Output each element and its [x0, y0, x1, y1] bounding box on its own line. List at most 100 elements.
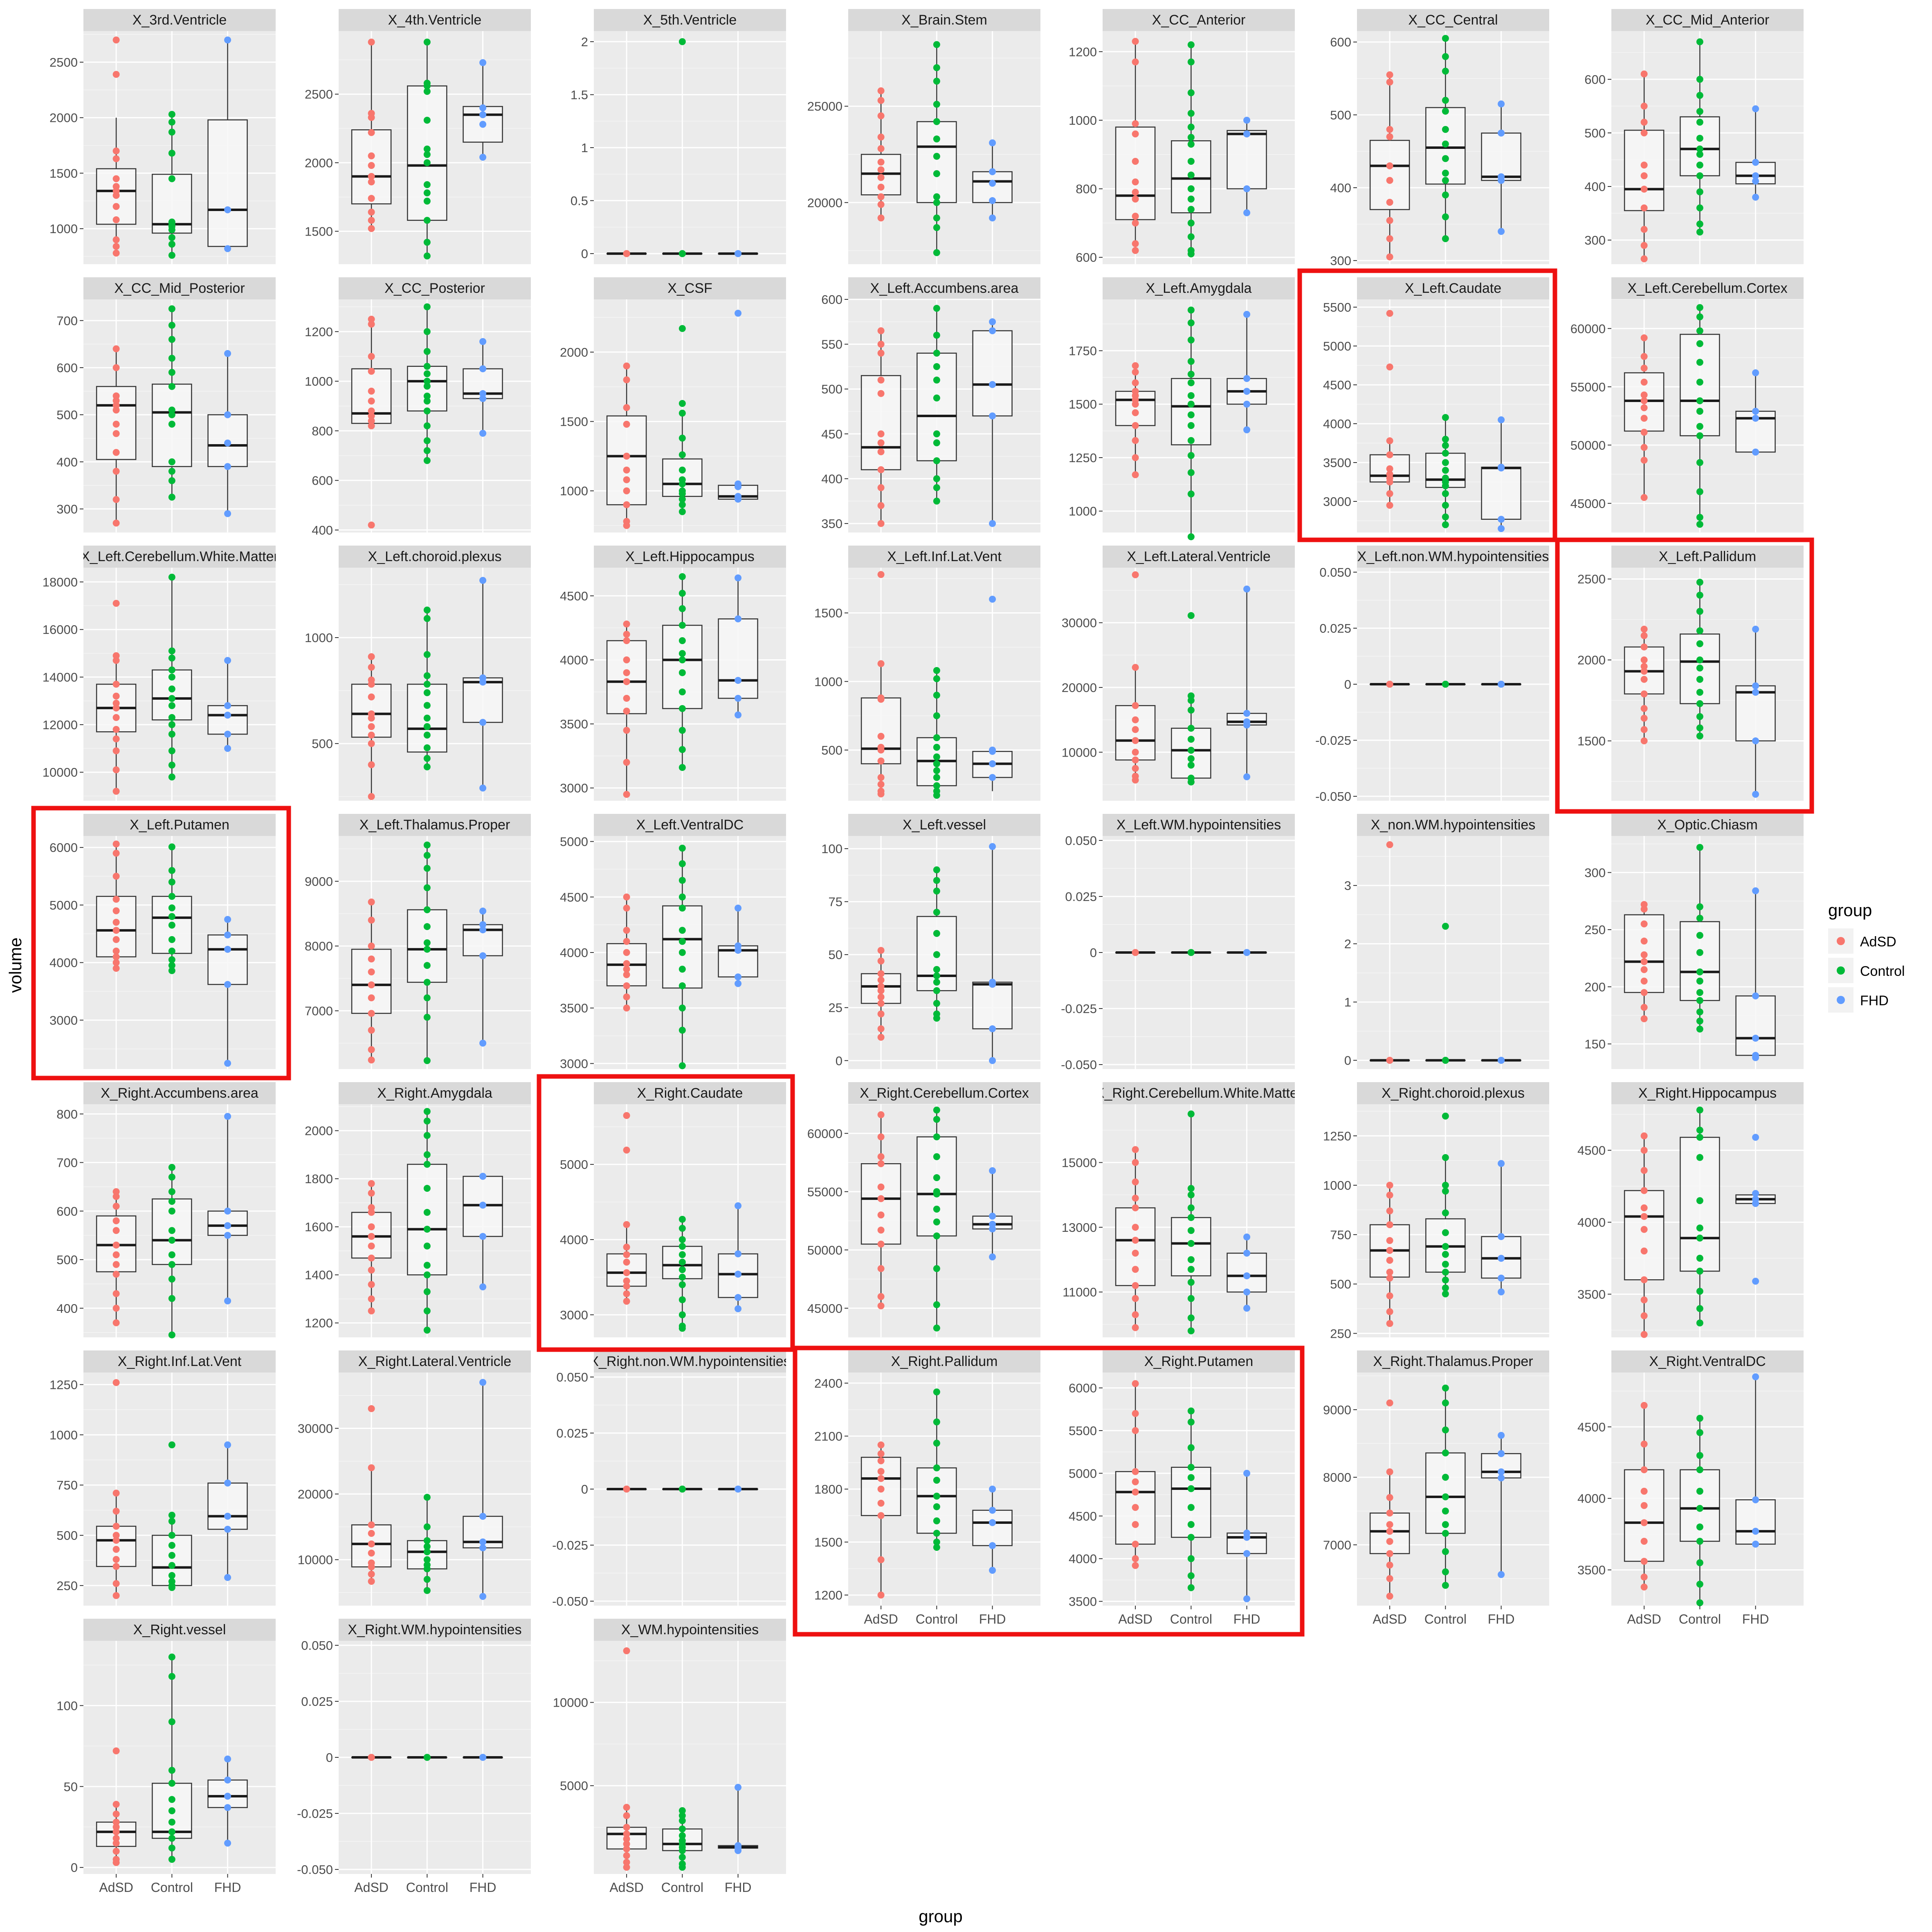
data-point-control: [933, 1517, 940, 1525]
data-point-control: [423, 457, 431, 464]
data-point-adsd: [112, 959, 120, 966]
data-point-adsd: [368, 1307, 375, 1314]
data-point-fhd: [224, 510, 231, 517]
data-point-adsd: [877, 327, 885, 335]
data-point-control: [933, 692, 940, 699]
data-point-control: [1187, 747, 1195, 754]
box-adsd: [860, 1114, 901, 1306]
data-point-control: [933, 101, 940, 108]
data-point-control: [1696, 732, 1703, 740]
data-point-fhd: [1498, 1274, 1505, 1282]
data-point-adsd: [1132, 471, 1139, 479]
data-point-fhd: [1752, 1278, 1759, 1285]
box-fhd: [972, 321, 1013, 524]
data-point-control: [678, 1251, 686, 1258]
facet-strip: [1103, 814, 1295, 836]
data-point-adsd: [112, 519, 120, 527]
facet-panel: X_Left.Pallidum 1500 2000 2500: [1577, 546, 1804, 801]
y-tick-label: -0.025: [297, 1806, 333, 1821]
data-point-adsd: [1640, 676, 1648, 683]
data-point-control: [423, 1057, 431, 1064]
y-tick-label: 4500: [560, 890, 588, 904]
y-tick-label: 55000: [1570, 380, 1606, 394]
iqr-box: [207, 1483, 248, 1530]
data-point-control: [678, 1817, 686, 1824]
y-tick-label: 600: [1330, 35, 1351, 49]
data-point-fhd: [1498, 516, 1505, 523]
data-point-adsd: [368, 1540, 375, 1548]
y-tick-label: 2000: [560, 345, 588, 359]
data-point-adsd: [877, 781, 885, 788]
data-point-control: [678, 1243, 686, 1250]
data-point-fhd: [224, 1207, 231, 1215]
data-point-control: [1696, 228, 1703, 236]
data-point-control: [678, 1864, 686, 1871]
data-point-control: [678, 451, 686, 458]
y-tick-label: 4000: [560, 653, 588, 667]
data-point-adsd: [877, 993, 885, 1001]
data-point-control: [168, 1807, 175, 1815]
box-fhd: [463, 1382, 503, 1597]
data-point-fhd: [1243, 388, 1251, 395]
data-point-control: [678, 38, 686, 45]
data-point-adsd: [1640, 186, 1648, 193]
box-adsd: [1624, 74, 1665, 259]
data-point-control: [1187, 1485, 1195, 1492]
facet-panel: X_Left.Lateral.Ventricle 10000 20000 30000: [1062, 546, 1295, 801]
data-point-control: [423, 1565, 431, 1573]
y-tick-label: 13000: [1062, 1220, 1097, 1235]
data-point-control: [1696, 1487, 1703, 1495]
data-point-adsd: [1386, 1269, 1393, 1276]
y-tick-label: 3000: [560, 1308, 588, 1322]
data-point-adsd: [1386, 841, 1393, 848]
y-tick-label: 16000: [43, 622, 78, 637]
data-point-adsd: [112, 1379, 120, 1386]
data-point-control: [933, 1530, 940, 1537]
data-point-fhd: [1243, 130, 1251, 137]
data-point-adsd: [1640, 1015, 1648, 1022]
iqr-box: [972, 330, 1013, 417]
data-point-fhd: [1498, 416, 1505, 423]
data-point-adsd: [1132, 1521, 1139, 1528]
y-tick-label: 2100: [814, 1429, 842, 1443]
iqr-box: [207, 705, 248, 735]
data-point-fhd: [989, 595, 996, 603]
y-tick-label: 4000: [1323, 417, 1351, 431]
facet-title: X_Left.Putamen: [130, 817, 229, 833]
data-point-control: [168, 695, 175, 702]
data-point-control: [423, 1576, 431, 1583]
facet-strip: [1611, 546, 1804, 568]
data-point-control: [1696, 1505, 1703, 1512]
data-point-adsd: [877, 1111, 885, 1119]
data-point-control: [933, 1418, 940, 1426]
data-point-control: [423, 328, 431, 335]
facet-title: X_Left.vessel: [903, 817, 986, 833]
data-point-control: [1187, 400, 1195, 408]
data-point-control: [423, 884, 431, 892]
facet-strip: [848, 814, 1040, 836]
data-point-fhd: [989, 139, 996, 146]
data-point-adsd: [368, 1563, 375, 1570]
data-point-fhd: [1752, 448, 1759, 456]
box-adsd: [860, 663, 901, 794]
y-tick-label: 4000: [560, 946, 588, 960]
data-point-fhd: [224, 1222, 231, 1229]
data-point-adsd: [1132, 240, 1139, 247]
data-point-fhd: [479, 1202, 487, 1209]
y-tick-label: 1750: [1069, 344, 1097, 358]
data-point-control: [678, 746, 686, 753]
data-point-adsd: [112, 467, 120, 475]
data-point-control: [168, 111, 175, 118]
y-tick-label: 55000: [807, 1185, 842, 1199]
data-point-fhd: [1243, 1469, 1251, 1477]
data-point-adsd: [1132, 737, 1139, 744]
data-point-fhd: [479, 395, 487, 402]
data-point-control: [933, 1106, 940, 1114]
data-point-adsd: [1640, 1487, 1648, 1495]
facet-strip: [594, 1082, 786, 1104]
data-point-adsd: [877, 376, 885, 384]
data-point-control: [1696, 1008, 1703, 1015]
data-point-control: [1442, 1209, 1449, 1217]
data-point-control: [1696, 903, 1703, 910]
